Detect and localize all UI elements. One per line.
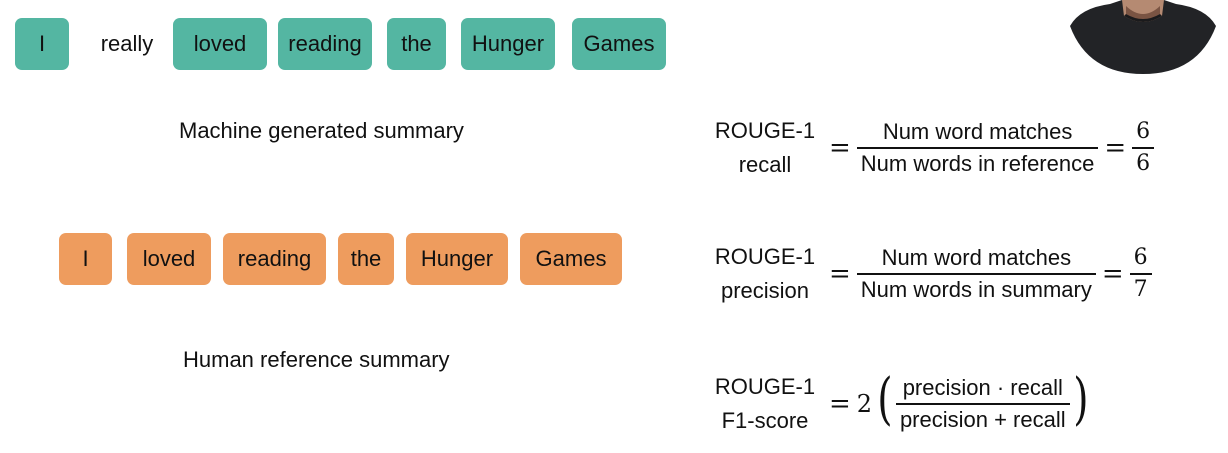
fraction-bar (1129, 273, 1152, 275)
machine-token: Games (572, 18, 666, 70)
equals-sign: = (829, 259, 851, 289)
recall-fraction: Num word matches Num words in reference (856, 117, 1099, 179)
equals-sign: = (829, 133, 851, 163)
presenter-avatar (1070, 0, 1216, 74)
human-token: Hunger (406, 233, 508, 285)
fraction-bar (1132, 147, 1155, 149)
machine-token: Hunger (461, 18, 555, 70)
machine-token: really (100, 31, 154, 56)
metric-type: precision (720, 278, 810, 303)
fraction-denominator: Num words in summary (860, 276, 1092, 302)
f1-fraction: precision · recall precision + recall (895, 373, 1070, 435)
recall-label: ROUGE-1 recall (707, 114, 823, 182)
fraction-numerator: precision · recall (902, 375, 1063, 401)
f1-formula: ROUGE-1 F1-score = 2 ( precision · recal… (707, 364, 1091, 444)
machine-token: the (387, 18, 446, 70)
result-numerator: 6 (1136, 119, 1151, 145)
machine-summary-tokens: I really loved reading the Hunger Games (15, 17, 666, 71)
metric-name: ROUGE-1 (714, 244, 816, 269)
machine-token: reading (278, 18, 372, 70)
close-paren: ) (1072, 367, 1089, 432)
human-token: reading (223, 233, 326, 285)
recall-formula: ROUGE-1 recall = Num word matches Num wo… (707, 108, 1155, 188)
fraction-bar (856, 147, 1099, 149)
equals-sign: = (1104, 133, 1127, 163)
human-summary-tokens: I loved reading the Hunger Games (59, 232, 622, 286)
fraction-denominator: precision + recall (899, 406, 1066, 432)
precision-result: 6 7 (1129, 243, 1152, 305)
metric-type: F1-score (721, 408, 809, 433)
f1-coefficient: 2 (856, 390, 873, 418)
machine-summary-caption: Machine generated summary (179, 118, 464, 143)
human-token: I (59, 233, 112, 285)
fraction-bar (856, 273, 1096, 275)
presenter-icon (1070, 0, 1216, 74)
human-token: Games (520, 233, 622, 285)
equals-sign: = (1101, 259, 1124, 289)
recall-result: 6 6 (1132, 117, 1155, 179)
precision-fraction: Num word matches Num words in summary (856, 243, 1096, 305)
open-paren: ( (877, 367, 893, 432)
result-denominator: 6 (1136, 150, 1151, 176)
human-token: the (338, 233, 394, 285)
precision-label: ROUGE-1 precision (707, 240, 823, 308)
result-numerator: 6 (1133, 245, 1148, 271)
equals-sign: = (829, 389, 851, 419)
human-token: loved (127, 233, 211, 285)
fraction-numerator: Num word matches (882, 119, 1073, 145)
machine-token: I (15, 18, 69, 70)
machine-token: loved (173, 18, 267, 70)
human-summary-caption: Human reference summary (183, 347, 450, 372)
precision-formula: ROUGE-1 precision = Num word matches Num… (707, 234, 1152, 314)
metric-name: ROUGE-1 (714, 374, 816, 399)
fraction-numerator: Num word matches (881, 245, 1072, 271)
result-denominator: 7 (1133, 276, 1148, 302)
f1-label: ROUGE-1 F1-score (707, 370, 823, 438)
fraction-bar (895, 403, 1070, 405)
fraction-denominator: Num words in reference (860, 150, 1095, 176)
metric-name: ROUGE-1 (714, 118, 816, 143)
metric-type: recall (738, 152, 792, 177)
